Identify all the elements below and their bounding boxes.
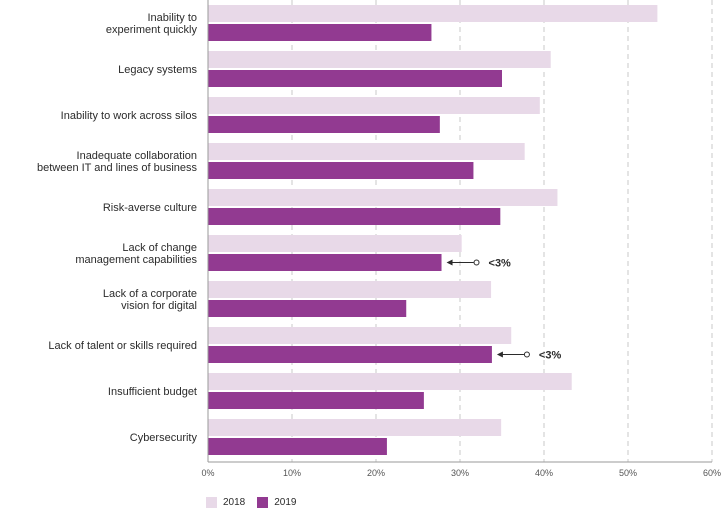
legend-label-2019: 2019 xyxy=(274,497,297,508)
tick-label: 10% xyxy=(283,468,301,478)
tick-label: 0% xyxy=(201,468,214,478)
tick-label: 40% xyxy=(535,468,553,478)
bar-2018 xyxy=(208,419,502,436)
category-label: Risk-averse culture xyxy=(103,202,197,214)
legend-item-2018: 2018 xyxy=(206,497,245,508)
bar-2018 xyxy=(208,373,572,390)
legend-swatch-2019 xyxy=(257,497,269,508)
bar-2019 xyxy=(208,392,424,409)
category-label: Inability to work across silos xyxy=(61,110,198,122)
legend-item-2019: 2019 xyxy=(257,497,297,508)
bar-2018 xyxy=(208,5,658,22)
bar-2019 xyxy=(208,70,502,87)
category-label: Inability to experiment quickly xyxy=(106,12,198,36)
bar-2018 xyxy=(208,97,540,114)
bar-2019 xyxy=(208,24,432,41)
legend-label-2018: 2018 xyxy=(223,497,246,508)
bar-2019 xyxy=(208,162,474,179)
bar-2019 xyxy=(208,254,442,271)
annotation-circle xyxy=(473,259,480,266)
bar-2018 xyxy=(208,281,492,298)
category-label: Legacy systems xyxy=(118,64,197,76)
bar-2018 xyxy=(208,327,512,344)
category-labels: Inability to experiment quickly Legacy sys… xyxy=(37,12,198,444)
tick-label: 20% xyxy=(367,468,385,478)
bar-2019 xyxy=(208,300,407,317)
tick-label: 30% xyxy=(451,468,469,478)
bar-2019 xyxy=(208,116,440,133)
legend-swatch-2018 xyxy=(206,497,217,508)
tick-label: 50% xyxy=(619,468,637,478)
legend: 2018 2019 xyxy=(206,497,309,508)
bar-2018 xyxy=(208,189,558,206)
annotation-circle xyxy=(523,351,530,358)
category-label: Cybersecurity xyxy=(130,432,198,444)
annotations: <3% <3% xyxy=(446,258,562,362)
bar-2018 xyxy=(208,51,551,68)
category-label: Inadequate collaboration between IT and l… xyxy=(37,150,198,174)
category-label: Lack of a corporate vision for digital xyxy=(103,288,197,312)
bar-2018 xyxy=(208,143,525,160)
category-label: Lack of change management capabilities xyxy=(75,242,197,266)
category-label: Insufficient budget xyxy=(108,386,197,398)
annotation-arrowhead xyxy=(446,259,453,266)
bar-2018 xyxy=(208,235,462,252)
bar-2019 xyxy=(208,346,492,363)
tick-label: 60% xyxy=(703,468,721,478)
annotation-arrowhead xyxy=(496,351,503,358)
x-axis: 0% 10% 20% 30% 40% 50% 60% xyxy=(201,0,721,478)
annotation-label: <3% xyxy=(539,350,562,362)
category-label: Lack of talent or skills required xyxy=(48,340,197,352)
bar-2019 xyxy=(208,438,387,455)
annotation-label: <3% xyxy=(489,258,512,270)
bars xyxy=(208,5,658,455)
bar-2019 xyxy=(208,208,501,225)
